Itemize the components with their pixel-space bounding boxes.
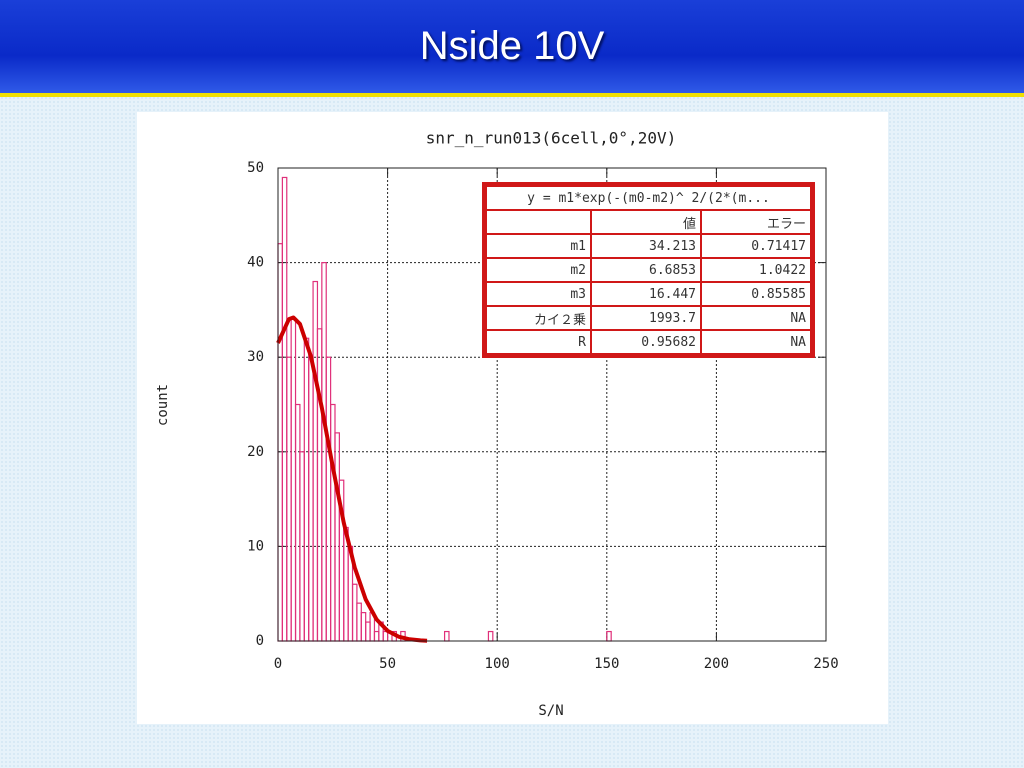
histogram-bar	[360, 612, 367, 642]
y-axis-label: count	[155, 384, 171, 426]
y-tick-label: 20	[247, 444, 264, 460]
histogram-bar	[286, 356, 292, 642]
x-tick-label: 0	[274, 656, 282, 672]
histogram-bar	[330, 403, 336, 642]
histogram-bar	[356, 602, 362, 642]
table-header-cell: エラー	[699, 209, 813, 235]
table-header-cell	[485, 209, 592, 235]
histogram-bar	[487, 630, 494, 642]
table-cell: カイ２乗	[485, 305, 592, 331]
y-tick-label: 30	[247, 349, 264, 365]
table-cell: NA	[699, 329, 813, 355]
table-cell: NA	[699, 305, 813, 331]
x-axis-label: S/N	[538, 703, 563, 719]
table-cell: 1.0422	[699, 257, 813, 283]
fit-table-grid: y = m1*exp(-(m0-m2)^ 2/(2*(m... 値エラー m1 3…	[485, 185, 813, 355]
table-cell: m1	[485, 233, 592, 259]
histogram-bar	[308, 356, 314, 642]
slide-title: Nside 10V	[419, 24, 605, 68]
histogram-bar	[316, 328, 323, 642]
x-tick-label: 250	[813, 656, 838, 672]
table-cell: 0.71417	[699, 233, 813, 259]
table-cell: 16.447	[590, 281, 702, 307]
table-cell: 34.213	[590, 233, 702, 259]
table-cell: 0.95682	[590, 329, 702, 355]
x-tick-label: 200	[704, 656, 729, 672]
x-tick-label: 50	[379, 656, 396, 672]
histogram-bar	[303, 337, 310, 642]
fit-formula: y = m1*exp(-(m0-m2)^ 2/(2*(m...	[485, 185, 812, 211]
histogram-bar	[277, 243, 283, 642]
header: Nside 10V	[0, 0, 1024, 97]
fit-table: y = m1*exp(-(m0-m2)^ 2/(2*(m... 値エラー m1 3…	[482, 182, 815, 358]
histogram-bar	[382, 630, 389, 642]
histogram-bar	[281, 176, 288, 642]
table-cell: m3	[485, 281, 592, 307]
x-tick-label: 150	[594, 656, 619, 672]
x-tick-label: 100	[485, 656, 510, 672]
table-cell: 6.6853	[590, 257, 702, 283]
fit-curve	[276, 315, 428, 643]
table-cell: m2	[485, 257, 592, 283]
histogram-bar	[351, 583, 358, 642]
histogram-bar	[312, 280, 319, 642]
histogram-bar	[325, 356, 332, 642]
y-tick-label: 50	[247, 160, 264, 176]
y-tick-label: 10	[247, 538, 264, 554]
y-tick-label: 40	[247, 255, 264, 271]
histogram-bar	[443, 630, 450, 642]
histogram-bar	[606, 630, 612, 642]
table-cell: R	[485, 329, 592, 355]
plot-frame	[277, 167, 827, 642]
histogram-bar	[334, 432, 340, 642]
histogram-bar	[290, 318, 297, 642]
table-cell: 0.85585	[699, 281, 813, 307]
y-tick-label: 0	[256, 633, 264, 649]
histogram-bar	[294, 403, 301, 642]
table-header-cell: 値	[590, 209, 702, 235]
histogram-bar	[373, 630, 380, 642]
chart-title: snr_n_run013(6cell,0°,20V)	[426, 129, 676, 148]
histogram-bar	[365, 621, 371, 642]
table-cell: 1993.7	[590, 305, 702, 331]
